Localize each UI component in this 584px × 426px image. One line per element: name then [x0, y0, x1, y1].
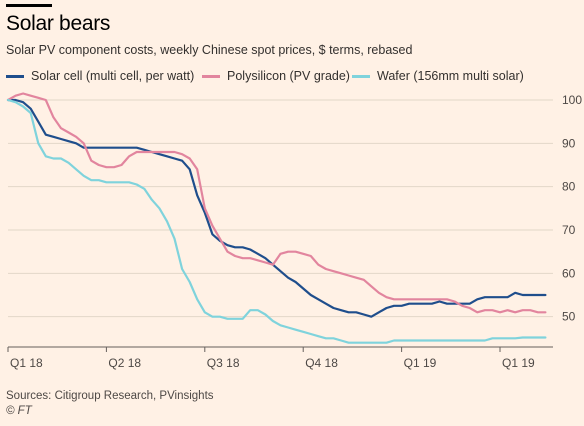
x-tick-label: Q1 19	[404, 356, 437, 370]
x-tick-label: Q1 19	[502, 356, 535, 370]
x-tick-label: Q3 18	[207, 356, 240, 370]
header-rule	[6, 4, 52, 7]
y-tick-label: 60	[562, 266, 576, 280]
series-line-2	[6, 98, 547, 344]
legend-swatch-solar-cell	[6, 74, 24, 78]
chart-legend: Solar cell (multi cell, per watt) Polysi…	[6, 69, 576, 85]
x-tick-label: Q4 18	[305, 356, 338, 370]
chart-subtitle: Solar PV component costs, weekly Chinese…	[6, 43, 413, 57]
y-tick-label: 90	[562, 136, 576, 150]
legend-item-polysilicon: Polysilicon (PV grade)	[202, 69, 350, 83]
legend-label-polysilicon: Polysilicon (PV grade)	[227, 69, 350, 83]
chart-title: Solar bears	[6, 12, 111, 35]
series-line-1	[6, 92, 547, 314]
x-tick-label: Q2 18	[108, 356, 141, 370]
y-tick-label: 80	[562, 180, 576, 194]
legend-item-solar-cell: Solar cell (multi cell, per watt)	[6, 69, 194, 83]
legend-swatch-wafer	[352, 74, 370, 78]
y-tick-label: 100	[562, 93, 582, 107]
legend-item-wafer: Wafer (156mm multi solar)	[352, 69, 524, 83]
copyright-note: © FT	[6, 405, 32, 417]
y-tick-label: 70	[562, 223, 576, 237]
legend-label-solar-cell: Solar cell (multi cell, per watt)	[31, 69, 195, 83]
y-tick-label: 50	[562, 310, 576, 324]
source-note: Sources: Citigroup Research, PVinsights	[6, 390, 214, 402]
x-tick-label: Q1 18	[10, 356, 43, 370]
legend-label-wafer: Wafer (156mm multi solar)	[377, 69, 524, 83]
series-line-0	[6, 98, 547, 318]
legend-swatch-polysilicon	[202, 74, 220, 78]
